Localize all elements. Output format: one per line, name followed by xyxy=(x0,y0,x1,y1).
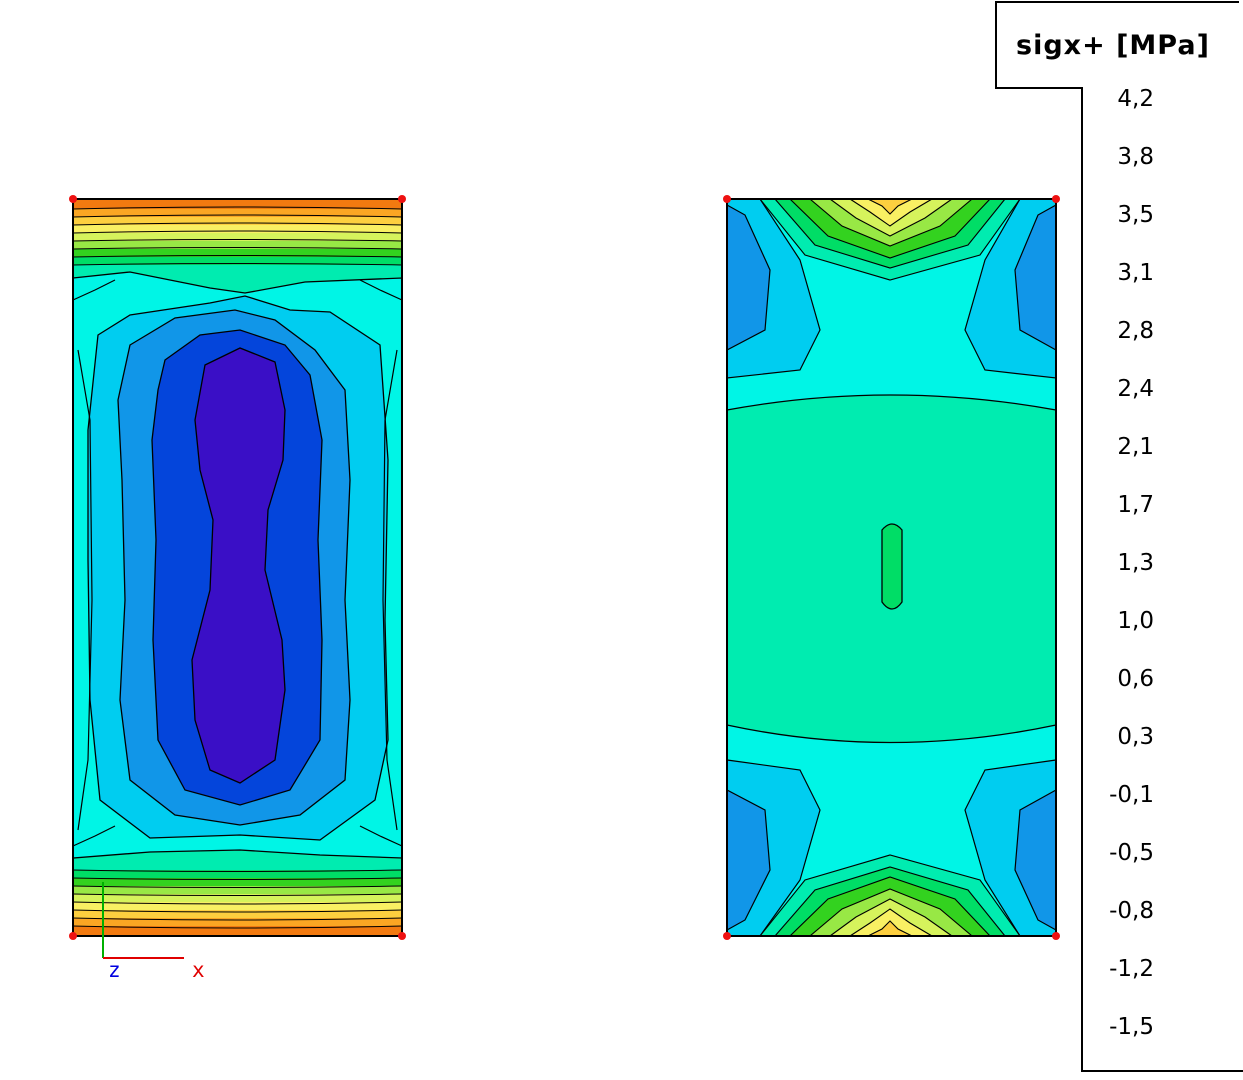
node-point xyxy=(398,932,406,940)
legend-tick-label: 3,5 xyxy=(1117,202,1154,228)
legend-tick-label: 1,3 xyxy=(1117,550,1154,576)
node-point xyxy=(1052,195,1060,203)
node-point xyxy=(723,932,731,940)
legend-tick-label: 3,1 xyxy=(1117,260,1154,286)
left-contour-indigo xyxy=(191,347,286,784)
legend-tick-label: 2,1 xyxy=(1117,434,1154,460)
legend-tick-label: 1,0 xyxy=(1117,608,1154,634)
legend-tick-label: -1,5 xyxy=(1109,1014,1154,1040)
right-center-island xyxy=(881,523,903,610)
node-point xyxy=(723,195,731,203)
z-axis-label: z xyxy=(108,958,121,982)
legend-tick-label: -0,1 xyxy=(1109,782,1154,808)
legend-tick-label: 3,8 xyxy=(1117,144,1154,170)
legend-tick-label: 2,4 xyxy=(1117,376,1154,402)
legend-tick-label: 1,7 xyxy=(1117,492,1154,518)
legend-tick-label: 2,8 xyxy=(1117,318,1154,344)
node-markers xyxy=(69,195,1060,940)
node-point xyxy=(69,195,77,203)
node-point xyxy=(1052,932,1060,940)
x-axis-label: x xyxy=(192,958,205,982)
right-bottom-chevrons xyxy=(758,854,1022,937)
left-band-lines xyxy=(72,206,403,929)
left-panel-border xyxy=(72,198,403,937)
right-top-chevrons xyxy=(758,198,1022,281)
axis-triad xyxy=(102,882,184,959)
legend-panel xyxy=(1081,87,1243,1072)
legend-title: sigx+ [MPa] xyxy=(1016,30,1210,61)
legend-tick-label: 4,2 xyxy=(1117,86,1154,112)
left-bottom-bands xyxy=(73,858,402,936)
legend-tick-label: -1,2 xyxy=(1109,956,1154,982)
right-panel-border xyxy=(726,198,1057,937)
left-top-bands xyxy=(73,199,402,275)
right-contour-panel xyxy=(726,198,1057,937)
legend-tick-label: 0,3 xyxy=(1117,724,1154,750)
node-point xyxy=(398,195,406,203)
legend-tick-label: 0,6 xyxy=(1117,666,1154,692)
legend-tick-label: -0,5 xyxy=(1109,840,1154,866)
left-contour-panel xyxy=(72,198,403,937)
left-side-contours xyxy=(72,279,403,847)
node-point xyxy=(69,932,77,940)
legend-tick-label: -0,8 xyxy=(1109,898,1154,924)
